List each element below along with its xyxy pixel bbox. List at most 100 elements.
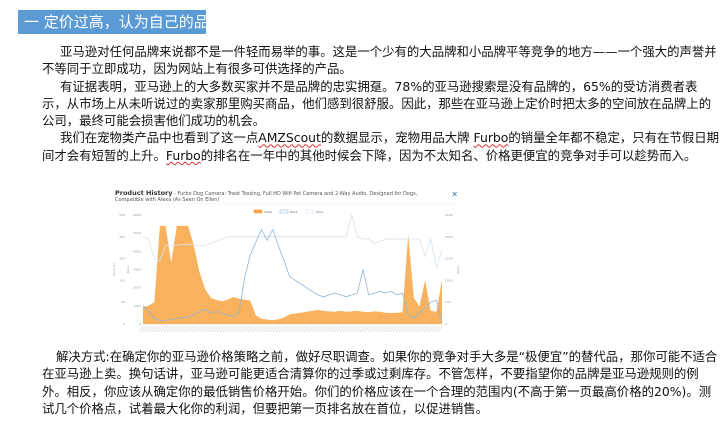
x-tick-label [303,325,309,333]
rank-tick-label: 0 [139,322,141,326]
sales-tick-label: 1500 [445,257,453,261]
price-tick-label: 50 [121,300,125,304]
x-tick-label [384,325,390,333]
x-tick-label [144,325,149,333]
x-tick-label [323,325,328,333]
x-tick-label [208,325,214,333]
sales-tick-label: 2000 [445,235,453,239]
price-axis-label: Price ($) [112,263,116,276]
x-tick-label [292,325,297,333]
product-history-chart: Sales Rank Price 250 200 150 100 50 0 6000 5000 400… [112,186,462,336]
x-tick-label [180,325,186,333]
x-tick-label [286,325,292,333]
close-icon[interactable]: ✕ [451,190,458,199]
x-tick-label [373,325,378,333]
rank-line [142,228,443,323]
x-tick-label [353,325,359,333]
sales-tick-label: 500 [445,300,451,304]
x-tick-label [351,325,356,333]
chart-title-main: Product History [115,189,173,197]
x-tick-label [138,325,144,333]
x-tick-label [404,325,409,333]
text: 的销量全年都不稳定，只有在节假日期间才会有短暂的上升。 [42,130,719,163]
x-tick-label [415,325,420,333]
x-tick-label [437,325,443,333]
x-tick-label [191,325,197,333]
x-tick-label [356,325,362,333]
x-tick-label [236,325,242,333]
legend-swatch-price [305,209,315,214]
x-tick-label [261,325,267,333]
x-tick-label [233,325,239,333]
sales-tick-label: 0 [445,322,447,326]
x-tick-label [219,325,225,333]
x-tick-label [222,325,228,333]
x-tick-label [312,325,317,333]
x-tick-label [256,325,261,333]
rank-tick-label: 1000 [133,304,141,308]
x-tick-label [197,325,202,333]
x-tick-label [309,325,314,333]
x-tick-label [189,325,194,333]
x-tick-label [289,325,295,333]
x-tick-label [432,325,437,333]
x-tick-label [284,325,289,333]
text: 的数据显示，宠物用品大牌 [320,130,474,146]
furbo-text: Furbo [165,147,201,163]
text: 我们在宠物类产品中也看到了这一点 [60,130,259,146]
price-tick-label: 200 [119,235,125,239]
x-tick-label [152,325,158,333]
x-tick-label [423,325,429,333]
price-tick-label: 100 [119,278,125,282]
x-tick-label [158,325,163,333]
x-tick-label [337,325,342,333]
legend-swatch-sales [253,209,263,214]
x-tick-label [200,325,205,333]
legend-label-rank: Rank [290,210,298,214]
x-tick-label [434,325,440,333]
x-tick-label [409,325,415,333]
x-tick-label [300,325,306,333]
x-tick-label [253,325,258,333]
x-tick-label [194,325,200,333]
sales-axis-label: Sales [456,265,460,273]
x-tick-label [426,325,432,333]
x-tick-label [239,325,244,333]
x-tick-label [225,325,230,333]
x-tick-label [376,325,381,333]
x-tick-label [407,325,412,333]
x-tick-label [281,325,286,333]
x-tick-label [278,325,283,333]
x-tick-label [163,325,169,333]
x-tick-label [141,325,147,333]
solution-paragraph: 解决方式:在确定你的亚马逊价格策略之前，做好尽职调查。如果你的竞争对手大多是“极… [42,349,718,416]
x-tick-label [365,325,370,333]
x-tick-label [231,325,236,333]
furbo-text: Furbo [473,130,509,146]
x-tick-label [401,325,406,333]
x-tick-label [421,325,426,333]
rank-tick-label: 3000 [133,268,141,272]
section-heading: 一 定价过高，认为自己的品牌会胜出。 [18,10,284,34]
chart-title: Product History - Furbo Dog Camera: Trea… [115,190,440,203]
x-tick-label [429,325,434,333]
rank-tick-label: 2000 [133,286,141,290]
x-tick-label [177,325,183,333]
article-body: 亚马逊对任何品牌来说都不是一件轻而易举的事。这是一个少有的大品牌和小品牌平等竞争… [42,43,722,164]
x-tick-label [183,325,188,333]
x-tick-label [205,325,211,333]
sales-tick-label: 1000 [445,278,453,282]
rank-tick-label: 6000 [133,213,141,217]
x-tick-label [264,325,269,333]
x-tick-label [326,325,331,333]
x-tick-label [393,325,398,333]
x-tick-label [228,325,233,333]
x-tick-label [172,325,177,333]
x-tick-label [334,325,339,333]
price-tick-label: 0 [123,322,125,326]
x-tick-label [314,325,320,333]
x-tick-label [217,325,222,333]
legend-label-price: Price [316,210,323,214]
sales-tick-label: 2500 [445,213,453,217]
x-tick-label [272,325,278,333]
